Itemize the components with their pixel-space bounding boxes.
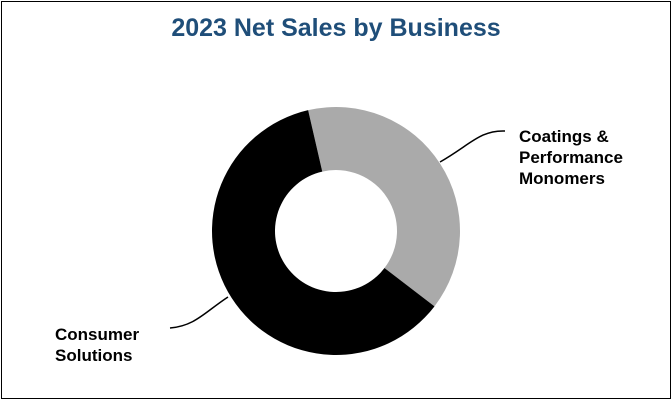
label-line: Performance bbox=[519, 148, 623, 167]
label-line: Solutions bbox=[55, 346, 133, 365]
label-coatings: Coatings & Performance Monomers bbox=[519, 126, 623, 189]
leader-line-coatings bbox=[439, 130, 506, 163]
label-line: Monomers bbox=[519, 169, 605, 188]
label-line: Consumer bbox=[55, 325, 140, 344]
label-consumer: Consumer Solutions bbox=[55, 324, 139, 366]
chart-title: 2023 Net Sales by Business bbox=[171, 14, 501, 42]
leader-line-consumer bbox=[169, 296, 229, 329]
donut-slice-1 bbox=[211, 110, 435, 356]
label-line: Coatings & bbox=[519, 127, 609, 146]
donut-slice-0 bbox=[308, 107, 460, 307]
